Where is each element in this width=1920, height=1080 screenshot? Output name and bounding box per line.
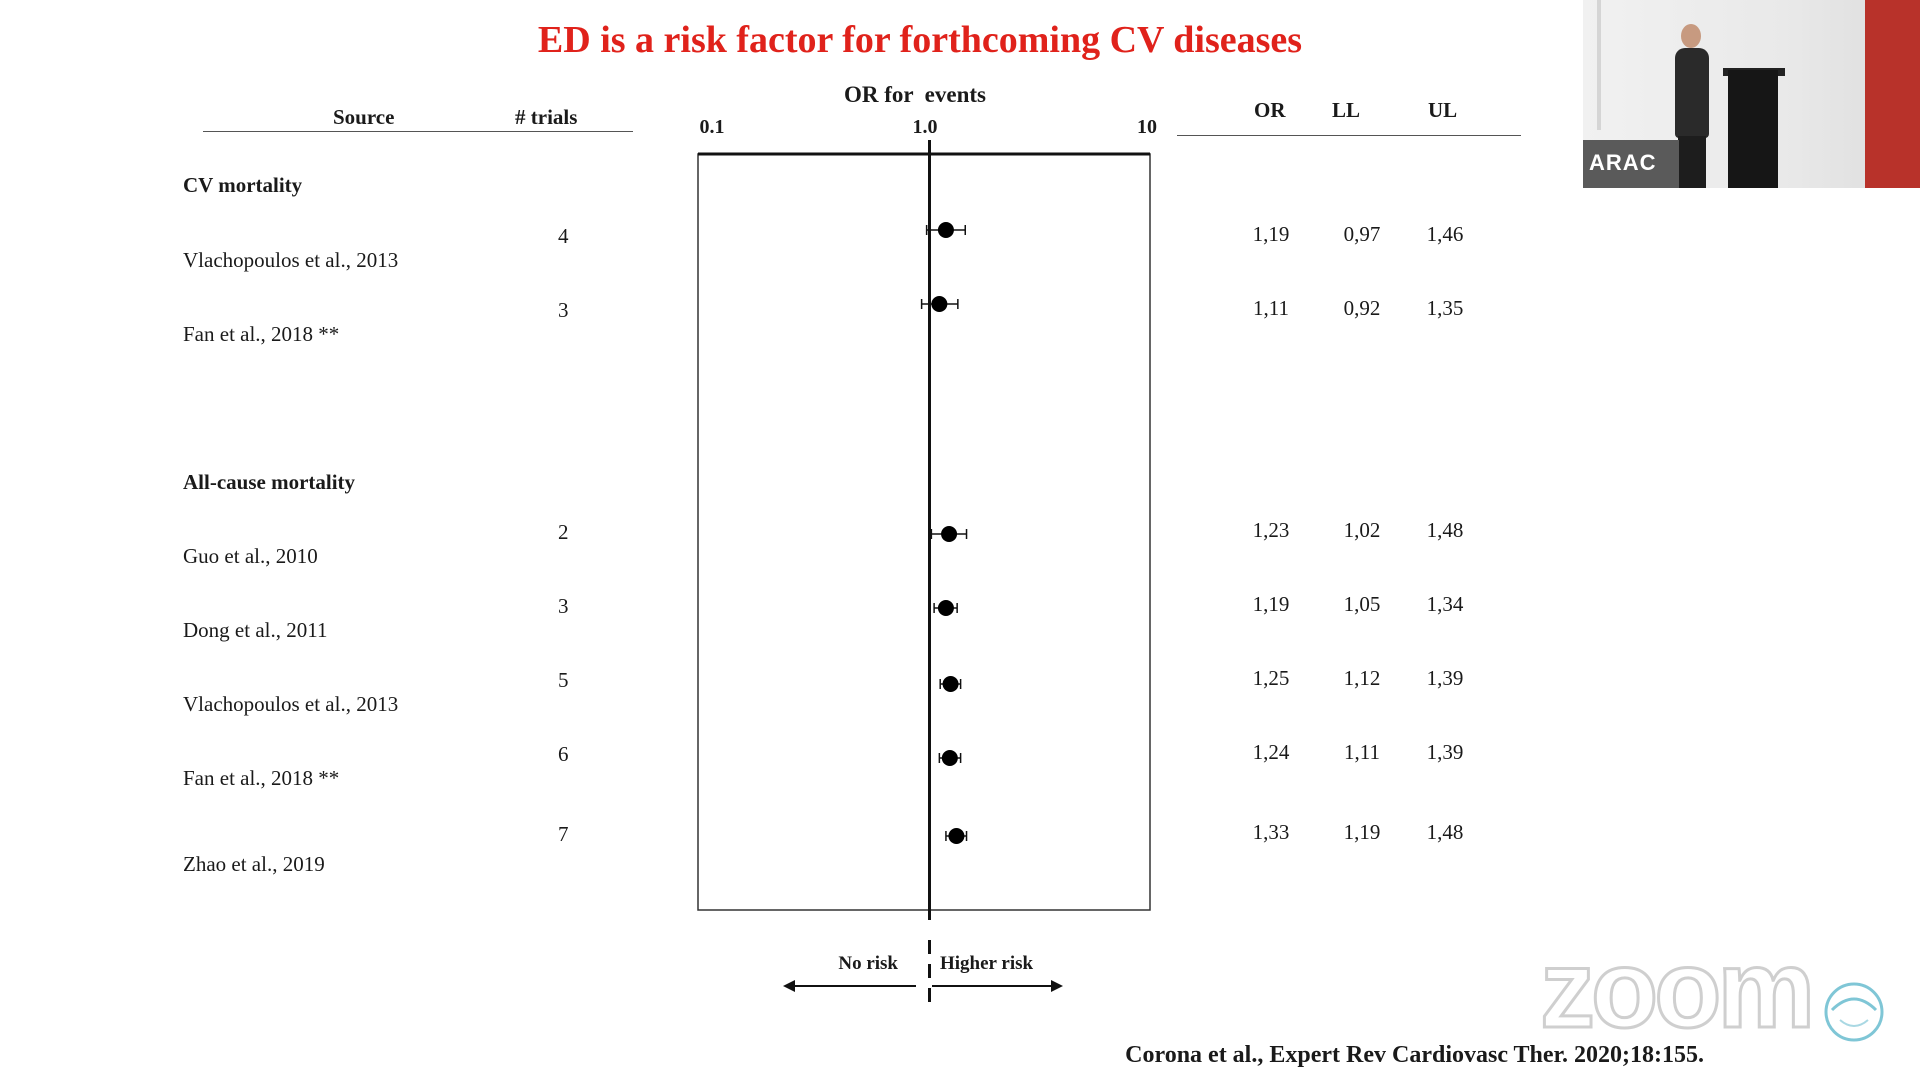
trials-count: 3 bbox=[558, 298, 569, 322]
or-point bbox=[937, 222, 954, 238]
ul-header: UL bbox=[1428, 98, 1458, 122]
or-value: 1,11 bbox=[1253, 296, 1289, 320]
participant-video-tile[interactable]: ARAC bbox=[1583, 0, 1920, 188]
trials-count: 2 bbox=[558, 520, 569, 544]
projector-screen-edge bbox=[1597, 0, 1601, 130]
higher-risk-label: Higher risk bbox=[940, 953, 1034, 974]
plot-frame bbox=[697, 153, 1151, 911]
chart-title: OR for events bbox=[844, 82, 986, 107]
ul-value: 1,35 bbox=[1426, 296, 1464, 320]
or-value: 1,19 bbox=[1252, 592, 1290, 616]
name-tag-background bbox=[1583, 140, 1679, 188]
source-label: Zhao et al., 2019 bbox=[183, 852, 325, 876]
or-point bbox=[941, 526, 958, 542]
or-point bbox=[942, 676, 959, 692]
no-risk-arrowhead bbox=[783, 980, 795, 992]
trials-count: 4 bbox=[558, 224, 569, 248]
group-label-all-cause-mortality: All-cause mortality bbox=[183, 470, 356, 494]
ll-value: 0,97 bbox=[1343, 222, 1381, 246]
right-header-rule bbox=[1177, 135, 1521, 136]
source-label: Vlachopoulos et al., 2013 bbox=[183, 248, 399, 272]
source-label: Vlachopoulos et al., 2013 bbox=[183, 692, 399, 716]
ul-value: 1,48 bbox=[1426, 820, 1464, 844]
source-label: Fan et al., 2018 ** bbox=[183, 322, 340, 346]
ul-value: 1,34 bbox=[1426, 592, 1464, 616]
higher-risk-arrowhead bbox=[1051, 980, 1063, 992]
ll-value: 1,02 bbox=[1343, 518, 1381, 542]
ll-header: LL bbox=[1332, 98, 1361, 122]
or-point bbox=[937, 600, 954, 616]
left-header-rule bbox=[203, 131, 633, 132]
ul-value: 1,39 bbox=[1426, 740, 1464, 764]
zoom-watermark: zoom bbox=[1538, 928, 1816, 1051]
trials-count: 5 bbox=[558, 668, 569, 692]
trials-count: 6 bbox=[558, 742, 569, 766]
x-tick-label-0: 0.1 bbox=[700, 116, 725, 138]
background-wall bbox=[1865, 0, 1920, 188]
or-value: 1,33 bbox=[1252, 820, 1290, 844]
or-value: 1,24 bbox=[1252, 740, 1290, 764]
or-value: 1,19 bbox=[1252, 222, 1290, 246]
trials-count: 3 bbox=[558, 594, 569, 618]
group-label-cv-mortality: CV mortality bbox=[183, 173, 303, 197]
participant-name: ARAC bbox=[1589, 150, 1657, 175]
or-point bbox=[931, 296, 948, 312]
ll-value: 0,92 bbox=[1343, 296, 1381, 320]
trials-count: 7 bbox=[558, 822, 569, 846]
speaker-head bbox=[1681, 24, 1701, 48]
society-logo-icon bbox=[1824, 982, 1884, 1042]
source-label: Guo et al., 2010 bbox=[183, 544, 318, 568]
ll-value: 1,05 bbox=[1343, 592, 1381, 616]
ll-value: 1,19 bbox=[1343, 820, 1381, 844]
source-label: Fan et al., 2018 ** bbox=[183, 766, 340, 790]
source-header: Source bbox=[333, 105, 395, 129]
or-value: 1,25 bbox=[1252, 666, 1290, 690]
or-value: 1,23 bbox=[1252, 518, 1290, 542]
or-point bbox=[948, 828, 965, 844]
citation: Corona et al., Expert Rev Cardiovasc The… bbox=[1125, 1042, 1704, 1068]
ll-value: 1,12 bbox=[1343, 666, 1381, 690]
no-risk-label: No risk bbox=[838, 953, 898, 974]
speaker-body bbox=[1675, 48, 1709, 138]
ul-value: 1,46 bbox=[1426, 222, 1464, 246]
speaker-legs bbox=[1678, 136, 1706, 188]
ul-value: 1,39 bbox=[1426, 666, 1464, 690]
or-point bbox=[941, 750, 958, 766]
slide-title: ED is a risk factor for forthcoming CV d… bbox=[537, 19, 1303, 61]
podium bbox=[1728, 70, 1778, 188]
ll-value: 1,11 bbox=[1344, 740, 1380, 764]
x-tick-label-2: 10 bbox=[1137, 116, 1157, 138]
or-header: OR bbox=[1254, 98, 1286, 122]
x-tick-label-1: 1.0 bbox=[913, 116, 938, 138]
trials-header: # trials bbox=[515, 105, 578, 129]
source-label: Dong et al., 2011 bbox=[183, 618, 328, 642]
ul-value: 1,48 bbox=[1426, 518, 1464, 542]
